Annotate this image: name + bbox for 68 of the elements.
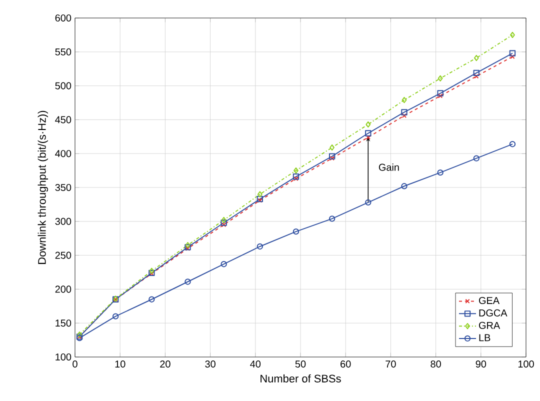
- y-tick-label: 450: [55, 116, 72, 124]
- point: [148, 296, 155, 302]
- y-tick-label: 200: [55, 286, 72, 293]
- point: [292, 174, 300, 180]
- y-tick-label: 600: [55, 14, 72, 22]
- y-tick-label: 300: [55, 218, 72, 225]
- point: [257, 191, 262, 198]
- y-tick-label: 500: [55, 82, 72, 90]
- point: [221, 216, 226, 224]
- point: [401, 109, 408, 116]
- point: [294, 176, 298, 182]
- point: [330, 144, 335, 151]
- point: [294, 167, 298, 174]
- point: [510, 32, 515, 38]
- x-tick-label: 50: [295, 360, 306, 368]
- x-tick-label: 20: [160, 360, 170, 368]
- point: [474, 54, 479, 62]
- y-tick-label: 100: [56, 353, 72, 361]
- point: [222, 222, 226, 228]
- point: [365, 199, 372, 206]
- point: [258, 198, 262, 203]
- x-tick-label: 30: [205, 360, 216, 368]
- point: [328, 216, 336, 222]
- x-tick-label: 70: [386, 360, 396, 368]
- point: [510, 54, 515, 59]
- point: [366, 121, 371, 128]
- legend-label: GEA: [479, 296, 500, 304]
- point: [366, 134, 370, 140]
- x-tick-label: 60: [340, 360, 351, 368]
- y-tick-label: 150: [56, 320, 72, 327]
- y-tick-label: 400: [55, 150, 72, 158]
- point: [220, 261, 227, 268]
- x-tick-label: 100: [518, 360, 534, 368]
- annotation: Gain: [378, 164, 399, 171]
- legend-label: LB: [479, 334, 490, 342]
- point: [256, 243, 264, 250]
- x-tick-label: 90: [476, 360, 486, 368]
- point: [149, 268, 154, 274]
- point: [474, 74, 479, 79]
- y-tick-label: 250: [55, 252, 72, 259]
- point: [402, 113, 407, 118]
- point: [256, 196, 264, 202]
- point: [438, 94, 443, 98]
- point: [437, 90, 444, 96]
- point: [402, 96, 407, 104]
- y-axis-title: Downlink throughput (bit/(s·Hz)): [38, 110, 48, 264]
- point: [365, 130, 372, 136]
- x-tick-label: 0: [72, 360, 78, 368]
- y-tick-label: 350: [55, 184, 72, 192]
- legend-label: DGCA: [479, 309, 508, 316]
- point: [220, 220, 227, 226]
- point: [330, 156, 334, 161]
- x-tick-label: 80: [430, 360, 441, 368]
- point: [112, 313, 119, 320]
- point: [438, 75, 443, 82]
- point: [401, 183, 408, 190]
- x-tick-label: 10: [115, 360, 126, 368]
- point: [509, 50, 516, 56]
- point: [328, 153, 336, 160]
- point: [473, 155, 480, 162]
- point: [292, 228, 300, 235]
- x-axis-title: Number of SBSs: [260, 374, 341, 382]
- x-tick-label: 40: [250, 360, 261, 368]
- point: [473, 70, 480, 76]
- point: [437, 169, 444, 176]
- legend-label: GRA: [479, 322, 500, 329]
- point: [184, 278, 191, 285]
- y-tick-label: 550: [55, 48, 72, 56]
